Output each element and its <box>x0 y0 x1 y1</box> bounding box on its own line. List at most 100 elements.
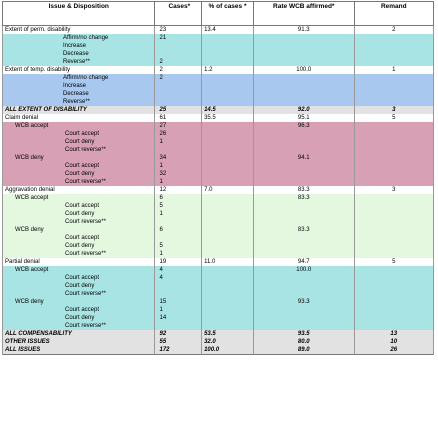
row-remand <box>353 130 435 138</box>
row-remand: 13 <box>353 330 435 338</box>
table-body: Extent of perm. disability 23 13.4 91.3 2 Aff… <box>1 25 435 355</box>
row-percent <box>201 170 254 178</box>
row-rate: 95.1 <box>252 114 355 122</box>
row-remand <box>353 314 435 322</box>
row-cases: 1 <box>154 306 203 314</box>
row-cases: 2 <box>154 58 203 66</box>
row-remand <box>353 82 435 90</box>
disposition-table: Issue & Disposition Cases* % of cases * … <box>1 1 435 355</box>
header-issue: Issue & Disposition <box>1 1 156 26</box>
row-label: ALL EXTENT OF DISABILITY <box>1 106 156 114</box>
row-remand <box>353 290 435 298</box>
table-row: Increase <box>1 42 435 50</box>
row-percent <box>201 50 254 58</box>
row-rate: 94.7 <box>252 258 355 266</box>
table-row: Court reverse** 1 <box>1 250 435 258</box>
header-cases: Cases* <box>154 1 203 26</box>
table-row: WCB deny 6 83.3 <box>1 226 435 234</box>
header-remand: Remand <box>353 1 435 26</box>
row-cases <box>154 82 203 90</box>
row-label: Affirm/no change <box>1 74 156 82</box>
row-rate <box>252 138 355 146</box>
row-remand <box>353 298 435 306</box>
row-label: Court deny <box>1 138 156 146</box>
row-percent <box>201 306 254 314</box>
row-remand <box>353 58 435 66</box>
row-rate <box>252 162 355 170</box>
row-percent <box>201 298 254 306</box>
row-percent <box>201 162 254 170</box>
row-label: Court deny <box>1 314 156 322</box>
row-remand <box>353 154 435 162</box>
row-cases: 1 <box>154 178 203 186</box>
row-label: Decrease <box>1 50 156 58</box>
row-rate <box>252 74 355 82</box>
row-percent <box>201 218 254 226</box>
row-cases: 15 <box>154 298 203 306</box>
row-percent <box>201 138 254 146</box>
row-cases <box>154 218 203 226</box>
row-label: Decrease <box>1 90 156 98</box>
header-percent: % of cases * <box>201 1 254 26</box>
row-label: WCB deny <box>1 298 156 306</box>
row-cases <box>154 50 203 58</box>
row-percent <box>201 234 254 242</box>
row-percent <box>201 250 254 258</box>
row-label: Court reverse** <box>1 250 156 258</box>
table-row: WCB deny 15 93.3 <box>1 298 435 306</box>
row-percent <box>201 322 254 330</box>
row-label: Court deny <box>1 210 156 218</box>
table-row: OTHER ISSUES 55 32.0 80.0 10 <box>1 338 435 346</box>
row-remand <box>353 274 435 282</box>
table-row: Court deny 5 <box>1 242 435 250</box>
row-percent: 53.5 <box>201 330 254 338</box>
row-label: Increase <box>1 42 156 50</box>
row-cases: 14 <box>154 314 203 322</box>
row-remand: 26 <box>353 346 435 355</box>
row-remand: 5 <box>353 258 435 266</box>
row-cases: 32 <box>154 170 203 178</box>
row-rate: 89.0 <box>252 346 355 355</box>
row-rate <box>252 170 355 178</box>
row-remand <box>353 322 435 330</box>
row-rate: 80.0 <box>252 338 355 346</box>
row-percent <box>201 74 254 82</box>
row-percent <box>201 290 254 298</box>
row-label: Court reverse** <box>1 322 156 330</box>
row-cases: 61 <box>154 114 203 122</box>
table-row: Court reverse** <box>1 290 435 298</box>
row-cases <box>154 146 203 154</box>
row-percent: 1.2 <box>201 66 254 74</box>
row-percent <box>201 226 254 234</box>
row-rate <box>252 42 355 50</box>
table-row: Court accept 4 <box>1 274 435 282</box>
row-percent <box>201 178 254 186</box>
row-percent <box>201 42 254 50</box>
table-row: Court accept 5 <box>1 202 435 210</box>
row-label: Court deny <box>1 242 156 250</box>
table-row: WCB accept 4 100.0 <box>1 266 435 274</box>
row-remand <box>353 178 435 186</box>
row-rate <box>252 242 355 250</box>
row-rate <box>252 314 355 322</box>
row-percent <box>201 202 254 210</box>
row-cases <box>154 42 203 50</box>
row-remand <box>353 122 435 130</box>
row-cases: 172 <box>154 346 203 355</box>
table-row: Decrease <box>1 90 435 98</box>
table-row: Court accept <box>1 234 435 242</box>
row-percent <box>201 58 254 66</box>
table-row: Increase <box>1 82 435 90</box>
row-remand <box>353 282 435 290</box>
row-percent: 14.5 <box>201 106 254 114</box>
table-row: Affirm/no change 21 <box>1 34 435 42</box>
header-row: Issue & Disposition Cases* % of cases * … <box>1 1 435 26</box>
row-percent <box>201 242 254 250</box>
row-label: ALL ISSUES <box>1 346 156 355</box>
row-remand: 10 <box>353 338 435 346</box>
row-cases <box>154 290 203 298</box>
row-cases: 23 <box>154 25 203 34</box>
row-percent <box>201 314 254 322</box>
row-cases: 55 <box>154 338 203 346</box>
